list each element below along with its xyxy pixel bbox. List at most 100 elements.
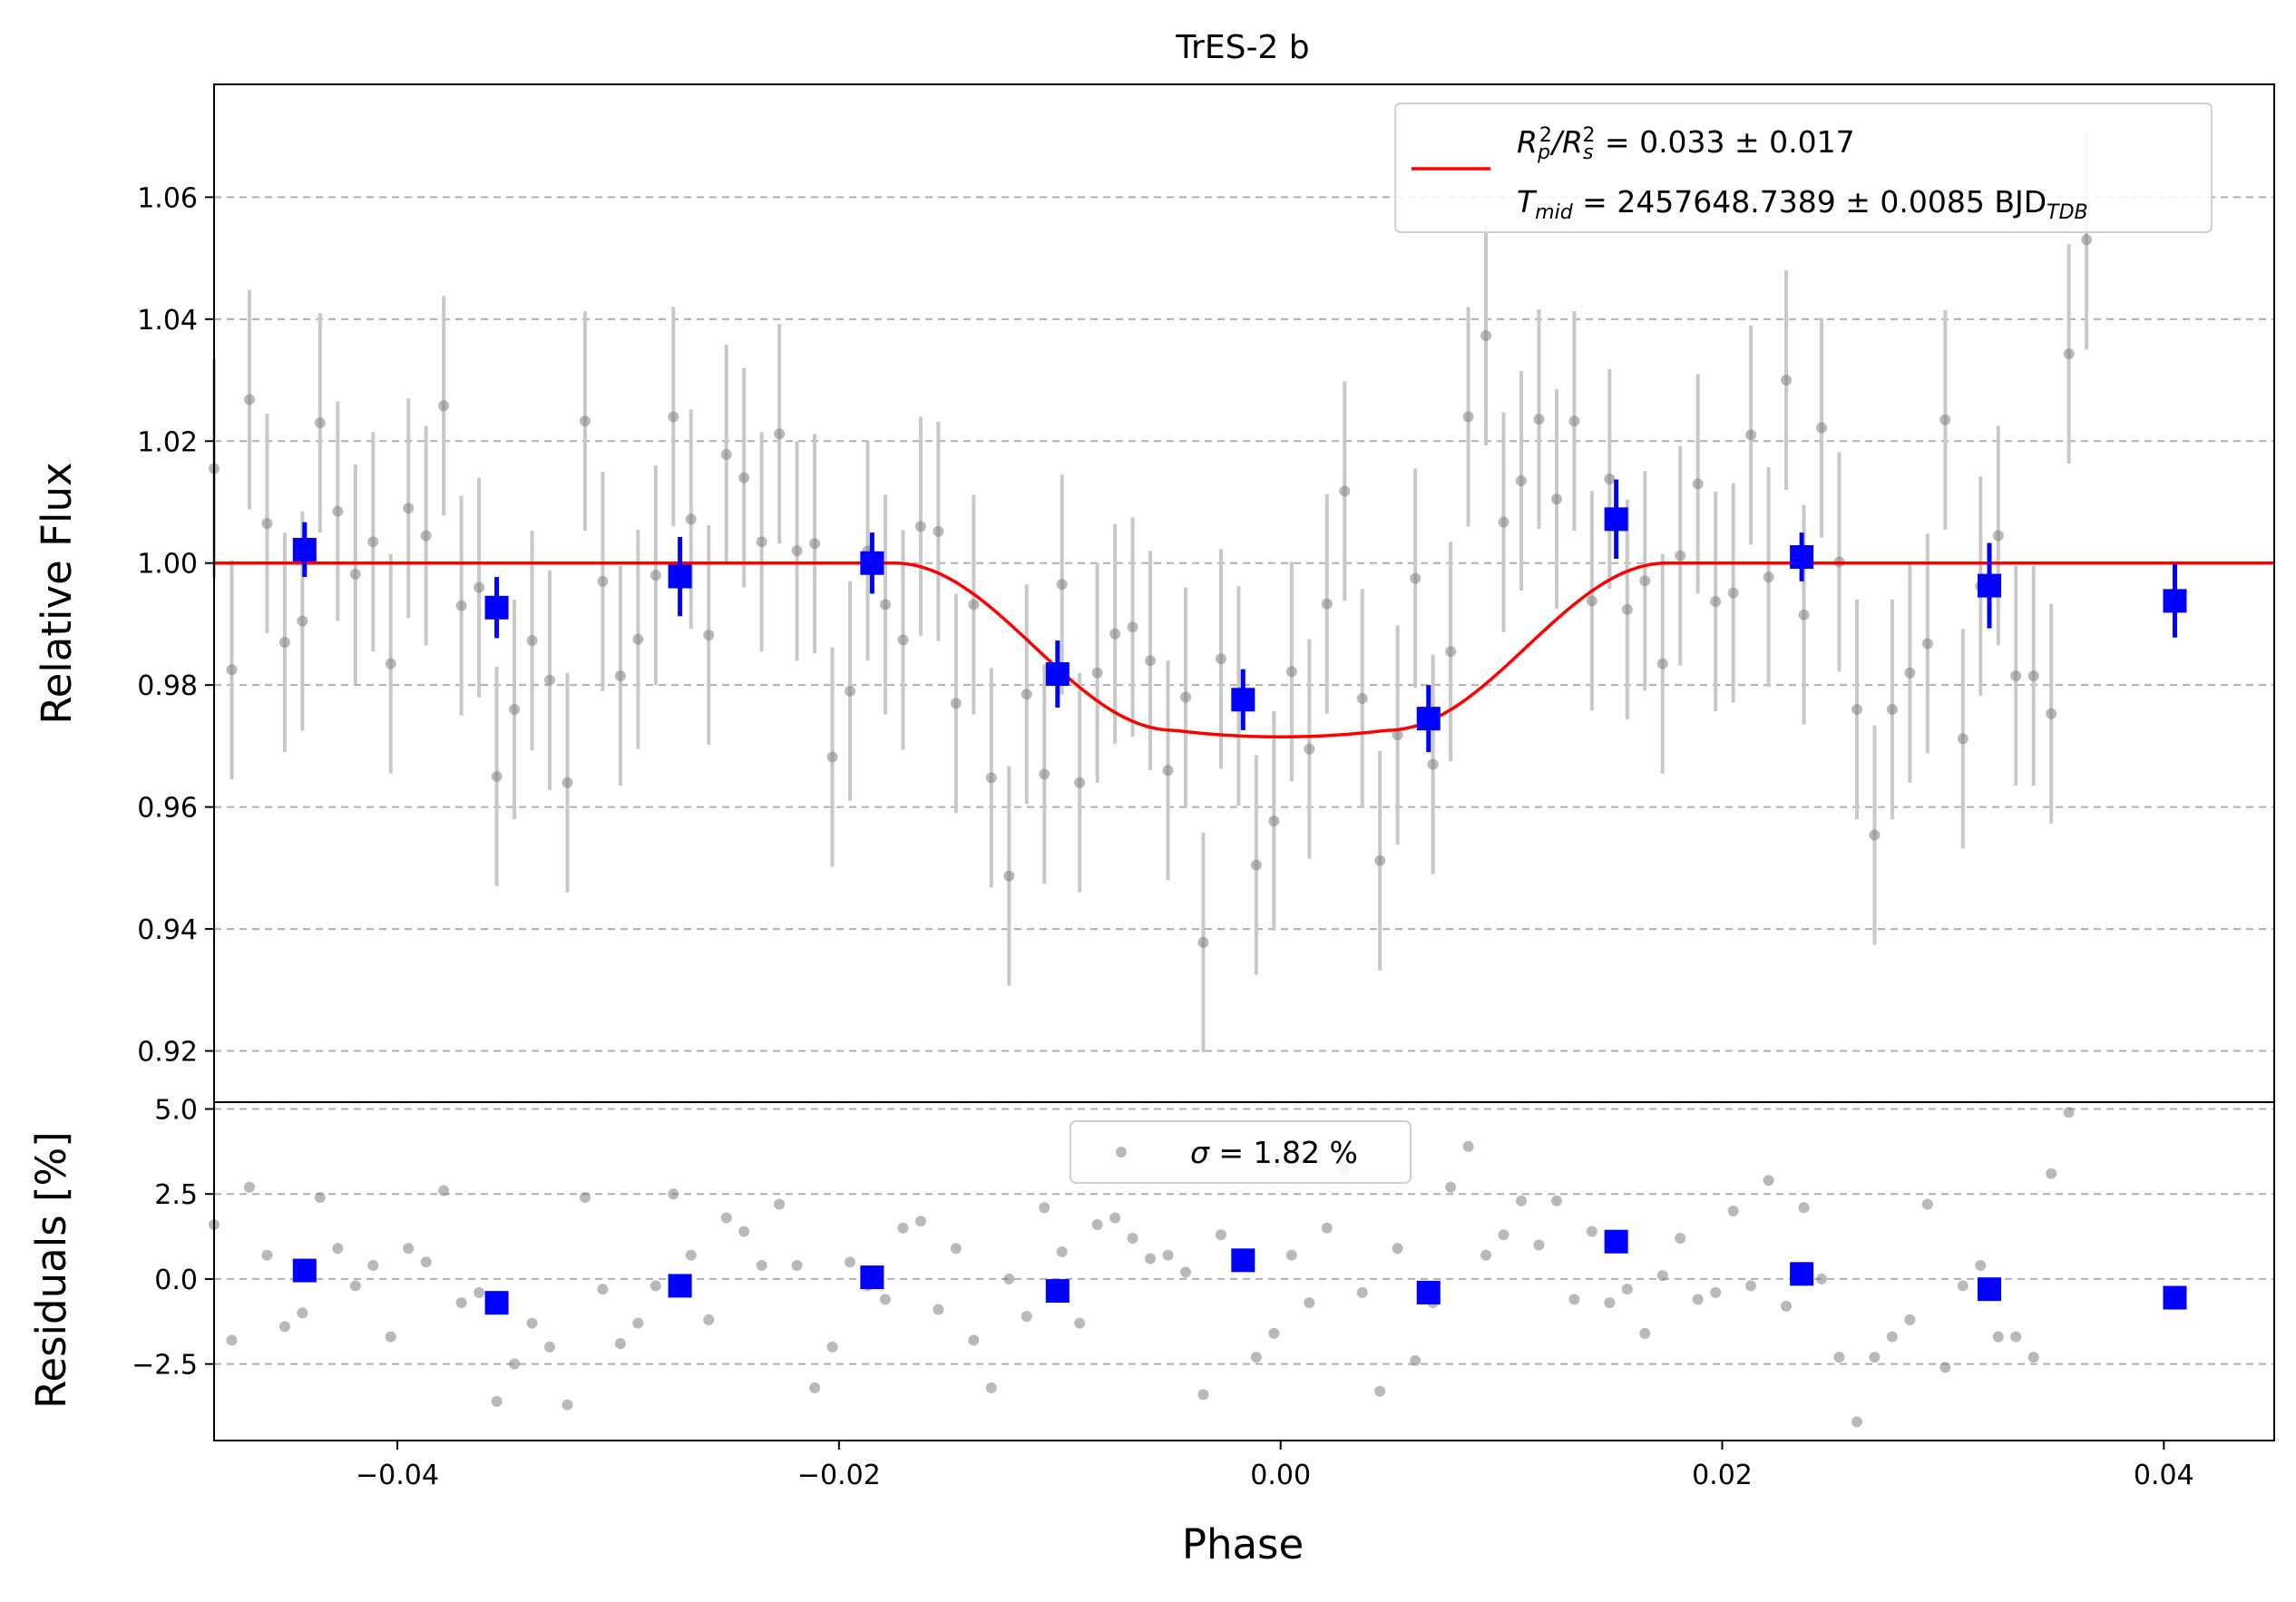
flux-raw-point [526, 635, 538, 647]
flux-y-tick-label: 0.98 [137, 670, 198, 702]
residuals-raw-point [1550, 1195, 1562, 1206]
flux-raw-point [968, 599, 980, 611]
residuals-raw-point [1515, 1195, 1527, 1206]
flux-raw-point [2081, 234, 2093, 246]
residuals-raw-point [509, 1358, 521, 1370]
flux-y-tick-label: 1.04 [137, 305, 198, 337]
flux-legend-box [1394, 103, 2213, 233]
residuals-raw-point [1656, 1270, 1668, 1282]
residuals-raw-point [1039, 1202, 1050, 1214]
flux-raw-point [1781, 375, 1793, 386]
flux-raw-point [668, 411, 679, 423]
flux-binned-point [1604, 507, 1628, 532]
depth-value: = 0.033 ± 0.017 [1595, 124, 1854, 160]
flux-raw-point [703, 630, 715, 641]
flux-raw-point [420, 530, 432, 542]
flux-raw-point [685, 513, 697, 525]
residuals-binned-points [292, 1229, 2187, 1315]
flux-raw-point [1869, 829, 1881, 841]
residuals-binned-point [668, 1274, 692, 1298]
flux-raw-point [1533, 414, 1545, 425]
flux-raw-point [1462, 411, 1474, 423]
flux-raw-point [1692, 478, 1704, 490]
depth-symbol-rp: R [1517, 124, 1538, 160]
residuals-panel: −2.5 0.0 2.5 5.0 −0.04 −0.02 0.00 0.02 0.04 Res… [27, 1094, 2275, 1568]
flux-y-axis-label: Relative Flux [33, 462, 81, 724]
flux-raw-point [1268, 816, 1280, 827]
residuals-raw-point [2010, 1331, 2022, 1343]
flux-raw-point [385, 658, 396, 669]
residuals-panel-border [213, 1101, 2275, 1441]
flux-raw-point [774, 428, 786, 440]
flux-raw-point [261, 518, 273, 530]
residuals-binned-point [1045, 1279, 1070, 1304]
residuals-raw-point [1727, 1205, 1739, 1216]
residuals-raw-point [543, 1341, 555, 1353]
residuals-raw-point [1127, 1232, 1138, 1244]
residuals-binned-point [292, 1258, 317, 1283]
flux-raw-point [1162, 765, 1174, 777]
flux-raw-point [1056, 579, 1068, 591]
depth-subscript-p: p [1537, 142, 1550, 164]
flux-raw-point [1745, 429, 1757, 441]
residuals-y-tick-label: −2.5 [132, 1350, 198, 1382]
flux-raw-point [879, 599, 891, 611]
residuals-raw-point [985, 1382, 997, 1393]
flux-raw-point [756, 536, 767, 548]
flux-raw-point [1374, 855, 1386, 866]
residuals-binned-point [1978, 1277, 2002, 1302]
flux-raw-point [1921, 638, 1933, 650]
flux-raw-point [614, 670, 626, 682]
flux-raw-point [914, 521, 926, 532]
flux-binned-point [1978, 573, 2002, 598]
residuals-raw-point [1215, 1229, 1226, 1241]
flux-raw-point [1816, 422, 1828, 434]
residuals-raw-point [1356, 1286, 1368, 1298]
flux-binned-point [1790, 545, 1814, 570]
residuals-raw-point [1021, 1311, 1032, 1323]
tmid-subscript: mid [1535, 201, 1574, 224]
residuals-raw-point [597, 1284, 609, 1295]
residuals-raw-point [774, 1198, 786, 1210]
phase-x-axis: −0.04 −0.02 0.00 0.02 0.04 [356, 1441, 2194, 1491]
sigma-symbol: σ [1190, 1135, 1210, 1170]
residuals-raw-point [1921, 1198, 1933, 1210]
residuals-raw-point [1268, 1327, 1280, 1339]
flux-raw-point [1656, 658, 1668, 669]
residuals-raw-point [2027, 1352, 2039, 1363]
flux-raw-point [1285, 666, 1297, 678]
flux-raw-point [1039, 768, 1050, 780]
flux-raw-point [720, 449, 732, 461]
residuals-y-axis-label: Residuals [%] [27, 1131, 75, 1409]
flux-raw-point [897, 634, 909, 646]
flux-raw-point [1003, 870, 1015, 882]
flux-raw-point [278, 637, 290, 649]
residuals-binned-point [1416, 1280, 1441, 1304]
residuals-y-tick-label: 0.0 [154, 1265, 198, 1296]
residuals-raw-point [1586, 1226, 1597, 1237]
flux-raw-point [1304, 743, 1315, 755]
flux-raw-point [1886, 704, 1898, 716]
flux-raw-point [367, 536, 379, 548]
residuals-raw-point [791, 1259, 803, 1271]
flux-raw-point [2027, 670, 2039, 682]
flux-binned-point [1231, 688, 1255, 712]
residuals-raw-point [720, 1212, 732, 1224]
flux-raw-point [1250, 859, 1262, 871]
phase-x-axis-label: Phase [1182, 1520, 1304, 1568]
flux-raw-point [562, 777, 573, 788]
residuals-raw-points [209, 1107, 2075, 1428]
depth-symbol-rs: /R [1549, 124, 1583, 160]
flux-raw-point [543, 674, 555, 686]
flux-raw-point [1127, 621, 1138, 633]
flux-raw-point [1410, 572, 1422, 584]
flux-raw-point [1550, 493, 1562, 505]
flux-binned-point [1045, 662, 1070, 687]
flux-raw-point [1957, 733, 1969, 745]
flux-raw-point [1992, 530, 2004, 542]
flux-raw-point [1427, 758, 1439, 770]
flux-panel: 0.92 0.94 0.96 0.98 1.00 1.02 1.04 1.06 Relativ… [33, 83, 2275, 1103]
residuals-raw-point [455, 1297, 467, 1309]
flux-raw-point [1021, 689, 1032, 700]
